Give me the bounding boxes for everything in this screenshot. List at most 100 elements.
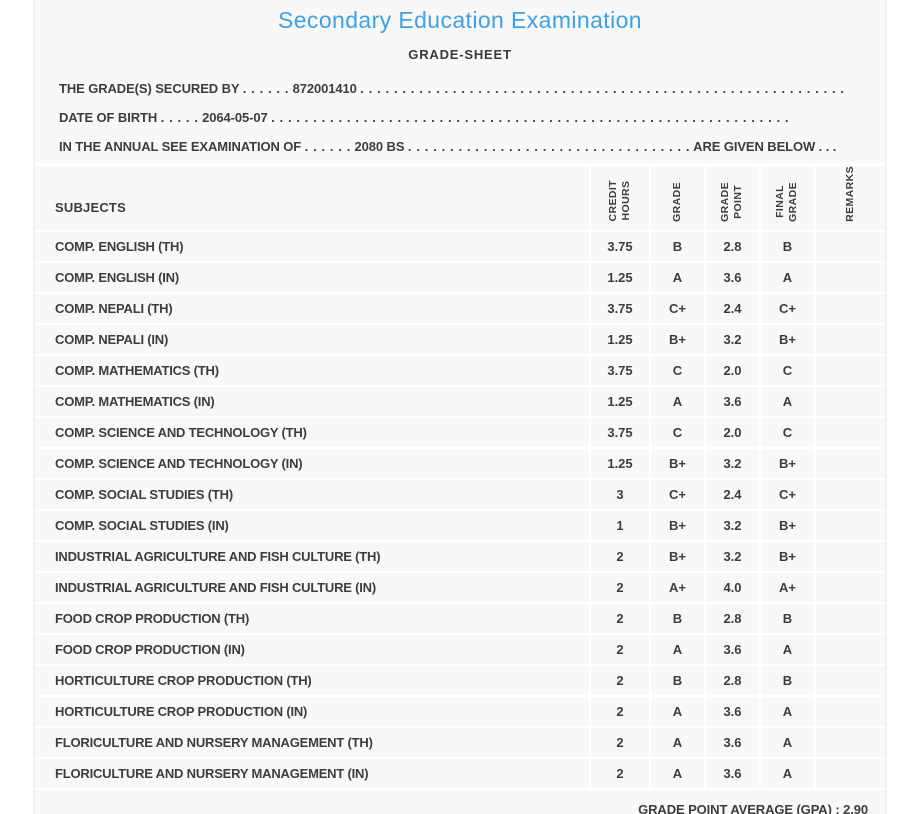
grade-point-value: 3.2: [704, 509, 760, 542]
final-grade-value: A: [759, 261, 815, 294]
final-grade-value: C+: [759, 292, 815, 325]
grade-point-value: 3.6: [704, 757, 760, 790]
symbol-number-value: 872001410: [292, 81, 357, 96]
grade-point-column-header: GRADE POINT: [704, 162, 760, 232]
final-grade-value: B: [759, 664, 815, 697]
subject-row: COMP. ENGLISH (IN) 1.25 A 3.6 A: [35, 261, 885, 294]
credit-hours-value: 3.75: [589, 230, 650, 263]
final-grade-value: B: [759, 230, 815, 263]
grade-point-value: 2.4: [704, 478, 760, 511]
remarks-value: [814, 633, 885, 666]
grades-table: SUBJECTS CREDIT HOURS GRADE GRADE POINT …: [35, 162, 885, 790]
subject-row: INDUSTRIAL AGRICULTURE AND FISH CULTURE …: [35, 571, 885, 604]
subject-name: COMP. SOCIAL STUDIES (IN): [35, 509, 590, 542]
grade-point-value: 3.6: [704, 726, 760, 759]
subject-name: HORTICULTURE CROP PRODUCTION (TH): [35, 664, 590, 697]
secured-by-label: THE GRADE(S) SECURED BY: [59, 81, 240, 96]
credit-hours-value: 3.75: [589, 292, 650, 325]
subject-row: COMP. MATHEMATICS (TH) 3.75 C 2.0 C: [35, 354, 885, 387]
grade-value: A: [649, 385, 705, 418]
grade-sheet-subtitle: GRADE-SHEET: [408, 47, 512, 62]
subject-name: INDUSTRIAL AGRICULTURE AND FISH CULTURE …: [35, 571, 590, 604]
subject-name: HORTICULTURE CROP PRODUCTION (IN): [35, 695, 590, 728]
gpa-summary: GRADE POINT AVERAGE (GPA) : 2.90: [35, 790, 885, 814]
grade-point-value: 4.0: [704, 571, 760, 604]
credit-hours-value: 2: [589, 540, 650, 573]
grade-point-value: 2.8: [704, 664, 760, 697]
subject-row: COMP. SCIENCE AND TECHNOLOGY (IN) 1.25 B…: [35, 447, 885, 480]
grade-value: A: [649, 726, 705, 759]
page-title: Secondary Education Examination: [277, 7, 642, 33]
remarks-value: [814, 261, 885, 294]
credit-hours-value: 2: [589, 695, 650, 728]
grade-value: B: [649, 230, 705, 263]
subject-name: FOOD CROP PRODUCTION (IN): [35, 633, 590, 666]
dot-leader: . . . . . . . . . . . . . . . . . . . . …: [407, 139, 691, 154]
subject-name: COMP. ENGLISH (TH): [35, 230, 590, 263]
remarks-value: [814, 571, 885, 604]
grade-column-header: GRADE: [649, 162, 705, 232]
dot-leader: . . . . . . . . . . . . . . . . . . . . …: [271, 110, 790, 125]
credit-hours-value: 3: [589, 478, 650, 511]
grade-point-value: 3.2: [704, 540, 760, 573]
subject-name: COMP. NEPALI (IN): [35, 323, 590, 356]
final-grade-value: A: [759, 726, 815, 759]
final-grade-value: C+: [759, 478, 815, 511]
examination-year-label: IN THE ANNUAL SEE EXAMINATION OF: [59, 139, 302, 154]
remarks-value: [814, 509, 885, 542]
gpa-label: GRADE POINT AVERAGE (GPA) :: [638, 801, 840, 814]
grade-value: A: [649, 633, 705, 666]
grade-value: A: [649, 261, 705, 294]
date-of-birth-value: 2064-05-07: [202, 110, 268, 125]
subject-name: FOOD CROP PRODUCTION (TH): [35, 602, 590, 635]
final-grade-value: A: [759, 633, 815, 666]
subject-row: COMP. SCIENCE AND TECHNOLOGY (TH) 3.75 C…: [35, 416, 885, 449]
remarks-value: [814, 354, 885, 387]
final-grade-value: B+: [759, 509, 815, 542]
subject-name: FLORICULTURE AND NURSERY MANAGEMENT (TH): [35, 726, 590, 759]
credit-hours-value: 2: [589, 571, 650, 604]
grade-point-value: 3.6: [704, 261, 760, 294]
grade-value: C+: [649, 478, 705, 511]
remarks-value: [814, 478, 885, 511]
date-of-birth-label: DATE OF BIRTH: [59, 110, 158, 125]
subject-name: COMP. ENGLISH (IN): [35, 261, 590, 294]
credit-hours-value: 1.25: [589, 447, 650, 480]
secured-by-line: THE GRADE(S) SECURED BY . . . . . . 8720…: [59, 80, 849, 97]
subject-row: FOOD CROP PRODUCTION (TH) 2 B 2.8 B: [35, 602, 885, 635]
subject-row: COMP. NEPALI (IN) 1.25 B+ 3.2 B+: [35, 323, 885, 356]
remarks-value: [814, 602, 885, 635]
grade-value: C+: [649, 292, 705, 325]
subject-row: FLORICULTURE AND NURSERY MANAGEMENT (TH)…: [35, 726, 885, 759]
subject-row: FLORICULTURE AND NURSERY MANAGEMENT (IN)…: [35, 757, 885, 790]
final-grade-value: A: [759, 757, 815, 790]
subject-row: COMP. NEPALI (TH) 3.75 C+ 2.4 C+: [35, 292, 885, 325]
final-grade-value: A+: [759, 571, 815, 604]
date-of-birth-line: DATE OF BIRTH . . . . . 2064-05-07 . . .…: [59, 109, 849, 126]
credit-hours-value: 1.25: [589, 385, 650, 418]
subject-name: COMP. SCIENCE AND TECHNOLOGY (TH): [35, 416, 590, 449]
examination-year-line: IN THE ANNUAL SEE EXAMINATION OF . . . .…: [59, 138, 849, 155]
remarks-value: [814, 447, 885, 480]
final-grade-value: B+: [759, 447, 815, 480]
dot-leader: . . . . . .: [242, 81, 290, 96]
final-grade-value: C: [759, 416, 815, 449]
credit-hours-value: 1.25: [589, 323, 650, 356]
remarks-value: [814, 695, 885, 728]
subject-row: COMP. ENGLISH (TH) 3.75 B 2.8 B: [35, 230, 885, 263]
grade-point-value: 2.4: [704, 292, 760, 325]
grade-value: B+: [649, 323, 705, 356]
are-given-below-text: ARE GIVEN BELOW . . .: [693, 139, 837, 154]
final-grade-value: B+: [759, 323, 815, 356]
grades-table-body: COMP. ENGLISH (TH) 3.75 B 2.8 B COMP. EN…: [35, 230, 885, 790]
subject-name: COMP. MATHEMATICS (TH): [35, 354, 590, 387]
credit-hours-value: 2: [589, 664, 650, 697]
subject-name: COMP. SCIENCE AND TECHNOLOGY (IN): [35, 447, 590, 480]
final-grade-column-header: FINAL GRADE: [759, 162, 815, 232]
grade-value: B+: [649, 509, 705, 542]
grade-value: A+: [649, 571, 705, 604]
grade-value: B: [649, 602, 705, 635]
grade-point-value: 3.6: [704, 633, 760, 666]
remarks-value: [814, 323, 885, 356]
remarks-value: [814, 416, 885, 449]
